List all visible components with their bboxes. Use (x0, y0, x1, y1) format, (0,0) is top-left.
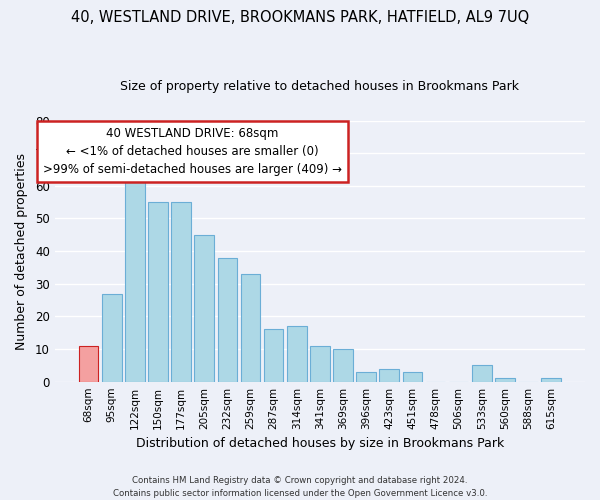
Bar (472, 366, 491, 382)
Y-axis label: Number of detached properties: Number of detached properties (15, 152, 28, 350)
Bar (495, 378, 515, 382)
Title: Size of property relative to detached houses in Brookmans Park: Size of property relative to detached ho… (121, 80, 520, 93)
Bar (541, 378, 561, 382)
Bar (287, 326, 307, 382)
Bar (310, 346, 329, 382)
Bar (356, 372, 376, 382)
Text: Contains HM Land Registry data © Crown copyright and database right 2024.
Contai: Contains HM Land Registry data © Crown c… (113, 476, 487, 498)
Bar (403, 372, 422, 382)
Bar (379, 368, 399, 382)
Bar (148, 202, 168, 382)
Bar (171, 202, 191, 382)
Text: 40, WESTLAND DRIVE, BROOKMANS PARK, HATFIELD, AL9 7UQ: 40, WESTLAND DRIVE, BROOKMANS PARK, HATF… (71, 10, 529, 25)
Bar (241, 274, 260, 382)
X-axis label: Distribution of detached houses by size in Brookmans Park: Distribution of detached houses by size … (136, 437, 504, 450)
Bar (194, 235, 214, 382)
Bar (102, 294, 122, 382)
Bar (218, 258, 237, 382)
Bar (264, 330, 283, 382)
Bar (79, 346, 98, 382)
Bar (125, 176, 145, 382)
Bar (333, 349, 353, 382)
Text: 40 WESTLAND DRIVE: 68sqm
← <1% of detached houses are smaller (0)
>99% of semi-d: 40 WESTLAND DRIVE: 68sqm ← <1% of detach… (43, 127, 342, 176)
